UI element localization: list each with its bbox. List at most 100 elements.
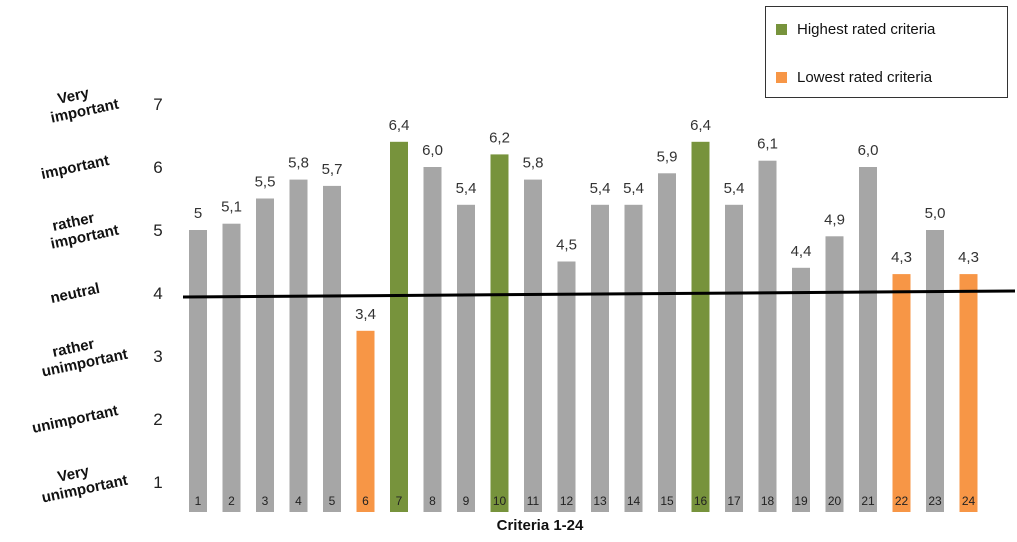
- bar-default: [859, 167, 877, 512]
- bar-default: [557, 261, 576, 512]
- bar-default: [926, 230, 944, 512]
- x-tick-label: 3: [262, 494, 269, 508]
- bar-default: [222, 223, 241, 512]
- neutral-reference-line: [182, 289, 1016, 299]
- x-tick-label: 7: [396, 494, 403, 508]
- data-label: 5,9: [657, 148, 678, 165]
- bar-lowest: [356, 330, 375, 512]
- bar-default: [624, 204, 643, 513]
- data-label: 6,4: [389, 117, 410, 134]
- data-label: 5,0: [925, 205, 946, 222]
- data-label: 6,1: [757, 136, 778, 153]
- bar-default: [725, 204, 743, 513]
- data-label: 6,2: [489, 129, 510, 146]
- bar-highest: [390, 141, 408, 513]
- bar-highest: [691, 141, 710, 513]
- rating-label-line: Very: [56, 84, 91, 107]
- legend-item-lowest: Lowest rated criteria: [776, 69, 932, 86]
- x-tick-label: 19: [794, 494, 808, 508]
- x-tick-label: 1: [195, 494, 202, 508]
- data-label: 5,8: [523, 155, 544, 172]
- data-label: 6,4: [690, 117, 711, 134]
- x-axis-ticks: 1 2 3 4 5 6 7 8 9 10 11 12 13 14 15 16 17 18 19 20 21 22 23 24: [195, 494, 976, 508]
- bar-default: [289, 179, 308, 512]
- x-tick-label: 2: [228, 494, 235, 508]
- x-tick-label: 10: [493, 494, 507, 508]
- x-tick-label: 22: [895, 494, 909, 508]
- legend-label-lowest: Lowest rated criteria: [797, 69, 933, 86]
- x-tick-label: 16: [694, 494, 708, 508]
- x-tick-label: 21: [861, 494, 875, 508]
- rating-label: neutral: [49, 280, 101, 307]
- value-labels: 5 5,1 5,5 5,8 5,7 3,4 6,4 6,0 5,4 6,2 5,8 4,5 5,4 5,4…: [194, 117, 979, 323]
- legend: Highest rated criteria Lowest rated crit…: [765, 6, 1008, 98]
- bar-highest: [490, 154, 509, 512]
- data-label: 5,4: [456, 180, 477, 197]
- data-label: 4,5: [556, 237, 577, 254]
- bar-default: [758, 160, 777, 512]
- y-tick-label: 4: [153, 284, 162, 303]
- data-label: 4,9: [824, 211, 845, 228]
- y-tick-label: 5: [153, 221, 162, 240]
- data-label: 6,0: [858, 142, 879, 159]
- data-label: 5,4: [724, 180, 745, 197]
- bar-default: [457, 204, 475, 513]
- data-label: 3,4: [355, 306, 376, 323]
- data-label: 5,1: [221, 199, 242, 216]
- legend-item-highest: Highest rated criteria: [776, 21, 935, 38]
- y-tick-label: 6: [153, 158, 162, 177]
- x-tick-label: 14: [627, 494, 641, 508]
- data-label: 5,5: [255, 174, 276, 191]
- x-tick-label: 9: [463, 494, 470, 508]
- x-tick-label: 18: [761, 494, 775, 508]
- x-tick-label: 8: [429, 494, 436, 508]
- y-axis-ticks: 1 2 3 4 5 6 7: [153, 95, 162, 492]
- rating-label: unimportant: [31, 402, 120, 437]
- rating-label-line: important: [40, 152, 111, 183]
- bar-default: [591, 204, 609, 513]
- x-tick-label: 4: [295, 494, 302, 508]
- x-tick-label: 6: [362, 494, 369, 508]
- bar-default: [524, 179, 542, 512]
- data-label: 5,7: [322, 161, 343, 178]
- bar-default: [323, 185, 341, 512]
- x-tick-label: 11: [527, 494, 540, 508]
- x-axis-label: Criteria 1-24: [497, 517, 584, 534]
- data-label: 5: [194, 205, 202, 222]
- data-label: 5,4: [623, 180, 644, 197]
- data-label: 6,0: [422, 142, 443, 159]
- x-tick-label: 12: [560, 494, 574, 508]
- data-label: 5,4: [590, 180, 611, 197]
- rating-label: important: [40, 152, 111, 183]
- bar-default: [792, 267, 810, 512]
- y-tick-label: 3: [153, 347, 162, 366]
- legend-swatch-highest: [776, 24, 787, 35]
- x-tick-label: 5: [329, 494, 336, 508]
- y-tick-label: 7: [153, 95, 162, 114]
- data-label: 4,3: [891, 249, 912, 266]
- bar-default: [825, 236, 844, 513]
- y-tick-label: 1: [153, 473, 162, 492]
- bar-lowest: [892, 274, 911, 512]
- x-tick-label: 20: [828, 494, 842, 508]
- x-tick-label: 15: [660, 494, 674, 508]
- data-label: 5,8: [288, 155, 309, 172]
- bar-lowest: [959, 274, 978, 512]
- x-tick-label: 23: [928, 494, 942, 508]
- rating-label-line: Very: [56, 462, 91, 485]
- bar-default: [189, 230, 207, 512]
- bars: [189, 141, 978, 513]
- bar-default: [658, 173, 676, 513]
- data-label: 4,4: [791, 243, 812, 260]
- y-tick-label: 2: [153, 410, 162, 429]
- rating-label-line: unimportant: [31, 402, 120, 437]
- x-tick-label: 24: [962, 494, 976, 508]
- x-tick-label: 13: [593, 494, 607, 508]
- x-tick-label: 17: [727, 494, 741, 508]
- bar-default: [423, 167, 442, 512]
